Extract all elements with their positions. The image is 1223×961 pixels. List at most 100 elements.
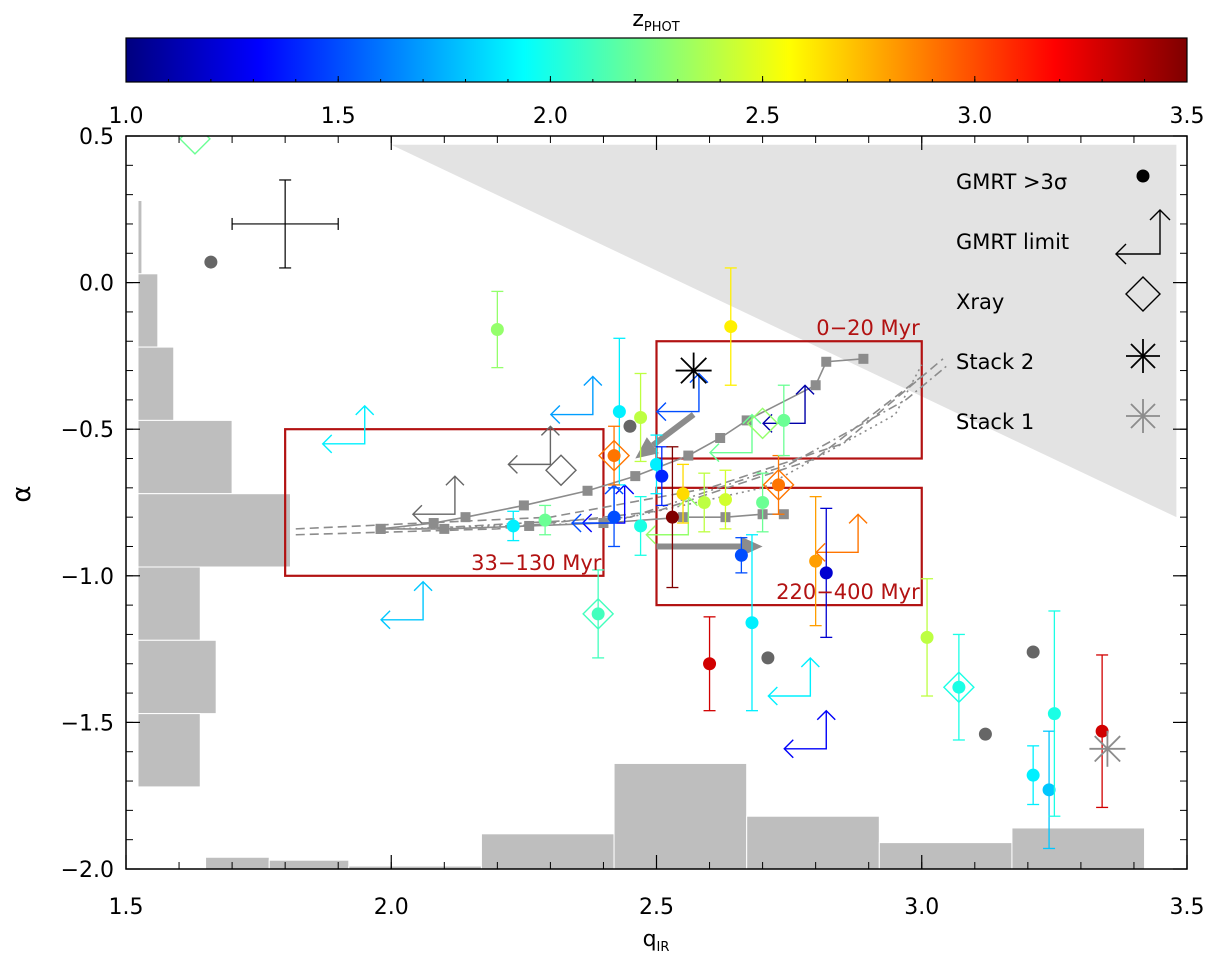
detection-point [612, 337, 626, 486]
legend: GMRT >3σ GMRT limit Xray Stack 2 Stack 1 [956, 169, 1171, 434]
limit-arrow-left-head [767, 686, 778, 706]
qir-histogram-bar [1011, 827, 1146, 869]
alpha-histogram-bar [137, 713, 201, 788]
detection-point [703, 616, 717, 712]
limit-marker [380, 580, 433, 630]
colorbar-tick-label: 2.0 [533, 104, 568, 129]
x-tick-label: 2.5 [639, 895, 674, 920]
legend-label: Stack 2 [956, 350, 1034, 374]
colorbar-gradient [125, 37, 1188, 83]
colorbar: zPHOT 1.0 1.5 2.0 2.5 3.0 3.5 [109, 7, 1205, 129]
detection-point [538, 504, 552, 536]
limit-arrow-up-head [583, 375, 603, 387]
limit-arrow-left-head [380, 610, 391, 630]
detection-point [665, 446, 679, 589]
detection-point [1026, 745, 1040, 806]
stack-1-marker-stroke [1094, 735, 1121, 763]
y-tick-label: −0.5 [61, 418, 114, 443]
limit-arrow-left-head [783, 739, 794, 759]
legend-asterisk-grey-stroke [1130, 403, 1156, 429]
detection-dot [634, 519, 648, 533]
limit-arrow-left-head [507, 454, 518, 474]
detection-point [756, 472, 770, 533]
limit-arrow-left-head [321, 434, 333, 454]
limit-marker [411, 475, 465, 524]
excluded-region [391, 144, 1177, 518]
alpha-histogram-bar [137, 639, 217, 715]
model-track [295, 375, 923, 536]
detection-dot [607, 510, 621, 524]
detection-dot [623, 419, 637, 433]
detection-point [734, 537, 748, 574]
limit-arrow-up-head [413, 580, 433, 592]
limit-arrow-line [816, 514, 859, 554]
limit-arrow-left-head [549, 405, 561, 425]
detection-dot [607, 449, 621, 463]
y-axis-label: α [7, 485, 37, 502]
legend-circle-symbol [1136, 169, 1150, 183]
legend-asterisk-black [1126, 339, 1160, 373]
age-box [655, 340, 923, 460]
limit-arrow-line [322, 405, 366, 445]
limit-arrow-up-head [848, 513, 868, 524]
colorbar-label: zPHOT [632, 7, 679, 35]
limit-arrow-up-head [800, 657, 820, 668]
legend-label: GMRT limit [956, 230, 1069, 254]
x-axis-label: qIR [643, 927, 670, 955]
colorbar-tick-label: 2.5 [745, 104, 780, 129]
qir-histogram-bar [878, 842, 1013, 869]
detection-dot [1042, 783, 1056, 797]
xray-diamond [942, 671, 975, 704]
legend-diamond-symbol [1125, 276, 1161, 312]
model-track-point [683, 450, 694, 461]
legend-limit-symbol [1115, 209, 1171, 265]
model-track [417, 364, 949, 530]
x-tick-label: 1.5 [109, 895, 144, 920]
detection-point [952, 633, 966, 741]
model-track-point [460, 512, 471, 523]
upper-limits [321, 372, 868, 759]
stacks [675, 352, 1126, 767]
detection-point [697, 472, 711, 533]
model-track-point [821, 356, 832, 367]
detection-dot [204, 255, 218, 269]
limit-arrow-up-head [742, 413, 762, 425]
limit-marker [321, 404, 375, 454]
qir-histogram-bar [480, 833, 615, 869]
qir-histogram-bar [205, 856, 270, 869]
detection-point [655, 446, 669, 507]
legend-label: Xray [956, 290, 1004, 314]
xray-sources [178, 136, 975, 704]
legend-asterisk-black-stroke [1130, 343, 1156, 369]
limit-arrow-left-head [655, 402, 667, 422]
legend-asterisk-grey [1126, 399, 1160, 433]
detection-dot [490, 323, 504, 337]
detection-point [724, 267, 738, 386]
model-track-point [582, 485, 593, 496]
qir-histogram-bar [613, 762, 748, 869]
xray-diamond [582, 597, 615, 630]
limit-arrow-line [768, 658, 812, 697]
colorbar-tick-label: 3.5 [1170, 104, 1205, 129]
detection-dot [703, 657, 717, 671]
detection-dot [676, 487, 690, 501]
limit-marker [549, 375, 603, 425]
limit-marker [815, 513, 868, 562]
limit-arrow-up-head [816, 709, 836, 721]
detection-point [1095, 654, 1109, 809]
model-track-point [810, 380, 821, 391]
age-box-label: 0−20 Myr [816, 316, 920, 340]
legend-limit-left-head [1115, 243, 1127, 265]
detection-dot [777, 413, 791, 427]
detection-dot [538, 513, 552, 527]
model-arrow-shaft [651, 412, 696, 448]
xray-diamond [746, 407, 779, 440]
detection-point [761, 651, 775, 665]
detection-dot [697, 496, 711, 509]
detection-point [745, 534, 759, 712]
detection-point [1026, 645, 1040, 659]
detection-dot [718, 493, 732, 507]
limit-arrow-line [656, 373, 700, 413]
alpha-histogram-bar [137, 346, 175, 421]
